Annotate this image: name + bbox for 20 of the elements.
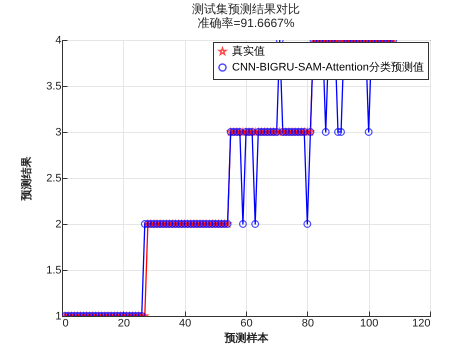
y-tick-label: 2 xyxy=(55,218,62,230)
x-tick-label: 60 xyxy=(240,318,253,330)
y-tick-label: 2.5 xyxy=(46,172,62,184)
y-tick-label: 1 xyxy=(55,310,62,322)
x-tick-label: 0 xyxy=(62,318,69,330)
chart-title: 测试集预测结果对比 xyxy=(192,2,300,16)
x-tick-label: 20 xyxy=(118,318,130,330)
x-tick-label: 80 xyxy=(302,318,314,330)
legend-label: CNN-BIGRU-SAM-Attention分类预测值 xyxy=(232,60,424,74)
y-tick-label: 3 xyxy=(55,126,62,138)
legend-label: 真实值 xyxy=(232,44,265,58)
y-tick-label: 4 xyxy=(55,34,62,46)
x-tick-label: 40 xyxy=(179,318,192,330)
x-tick-label: 100 xyxy=(360,318,378,330)
y-tick-label: 1.5 xyxy=(46,264,62,276)
y-tick-label: 3.5 xyxy=(46,80,62,92)
x-axis-title: 预测样本 xyxy=(224,332,270,344)
y-axis-title: 预测结果 xyxy=(20,156,34,202)
chart-subtitle: 准确率=91.6667% xyxy=(197,16,295,30)
x-tick-label: 120 xyxy=(412,318,430,330)
